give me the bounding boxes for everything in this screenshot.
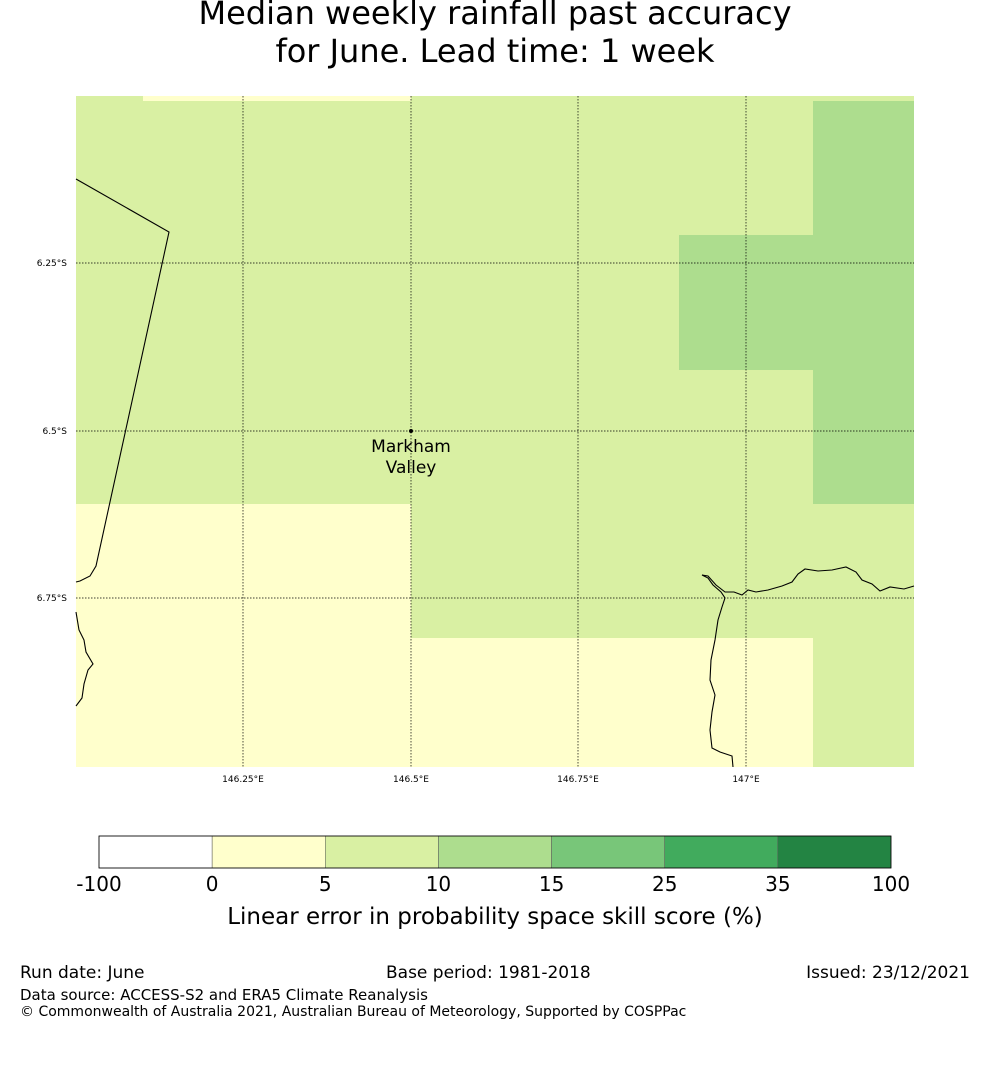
colorbar: -100 0 5 10 15 25 35 100 Linear error in probab…: [76, 835, 910, 930]
colorbar-swatch-0: [98, 835, 213, 869]
colorbar-swatch-4: [551, 835, 665, 869]
copyright-text: © Commonwealth of Australia 2021, Austra…: [20, 1004, 687, 1020]
province-boundary: [75, 178, 170, 583]
colorbar-tick-1: 0: [206, 872, 219, 896]
map-title-line-2: for June. Lead time: 1 week: [275, 32, 715, 70]
colorbar-tick-4: 15: [539, 872, 564, 896]
skill-cell-east-block: [679, 235, 813, 370]
run-date-text: Run date: June: [20, 963, 145, 983]
axis-labels: 6.25°S 6.5°S 6.75°S 146.25°E 146.5°E 146…: [37, 259, 760, 785]
river-coastline: [701, 566, 915, 768]
colorbar-tick-5: 25: [652, 872, 677, 896]
issued-date-text: Issued: 23/12/2021: [806, 963, 970, 983]
skill-cell-top-strip: [143, 96, 411, 101]
colorbar-swatches: [98, 835, 892, 869]
lat-label-6-25: 6.25°S: [37, 259, 68, 269]
base-period-text: Base period: 1981-2018: [386, 963, 591, 983]
lon-label-146-5: 146.5°E: [393, 775, 429, 785]
location-label-line-2: Valley: [386, 458, 437, 478]
colorbar-tick-2: 5: [319, 872, 332, 896]
skill-cell-south-middle: [411, 638, 813, 767]
colorbar-tick-6: 35: [765, 872, 790, 896]
lat-label-6-75: 6.75°S: [37, 594, 68, 604]
colorbar-frame: [98, 835, 892, 869]
location-label-line-1: Markham: [371, 437, 451, 457]
colorbar-swatch-5: [664, 835, 779, 869]
colorbar-swatch-2: [325, 835, 439, 869]
colorbar-tick-3: 10: [426, 872, 451, 896]
data-source-text: Data source: ACCESS-S2 and ERA5 Climate …: [20, 986, 428, 1004]
colorbar-swatch-1: [211, 835, 326, 869]
colorbar-swatch-3: [438, 835, 552, 869]
skill-score-grid: [76, 96, 914, 767]
lon-label-146-75: 146.75°E: [557, 775, 599, 785]
boundaries: [75, 178, 915, 768]
skill-cell-east-column: [813, 101, 914, 504]
map-title-line-1: Median weekly rainfall past accuracy: [198, 0, 792, 32]
lat-label-6-5: 6.5°S: [42, 427, 67, 437]
colorbar-label: Linear error in probability space skill …: [227, 904, 763, 930]
location-marker-dot: [409, 429, 413, 433]
colorbar-swatch-6: [777, 835, 892, 869]
colorbar-ticks: -100 0 5 10 15 25 35 100: [76, 872, 910, 896]
lon-label-147: 147°E: [732, 775, 760, 785]
west-coastline: [75, 611, 94, 707]
skill-cell-southwest: [76, 504, 411, 767]
map-title: Median weekly rainfall past accuracy for…: [0, 0, 990, 70]
colorbar-tick-0: -100: [76, 872, 121, 896]
colorbar-tick-7: 100: [872, 872, 910, 896]
graticule: [76, 96, 914, 767]
lon-label-146-25: 146.25°E: [222, 775, 264, 785]
